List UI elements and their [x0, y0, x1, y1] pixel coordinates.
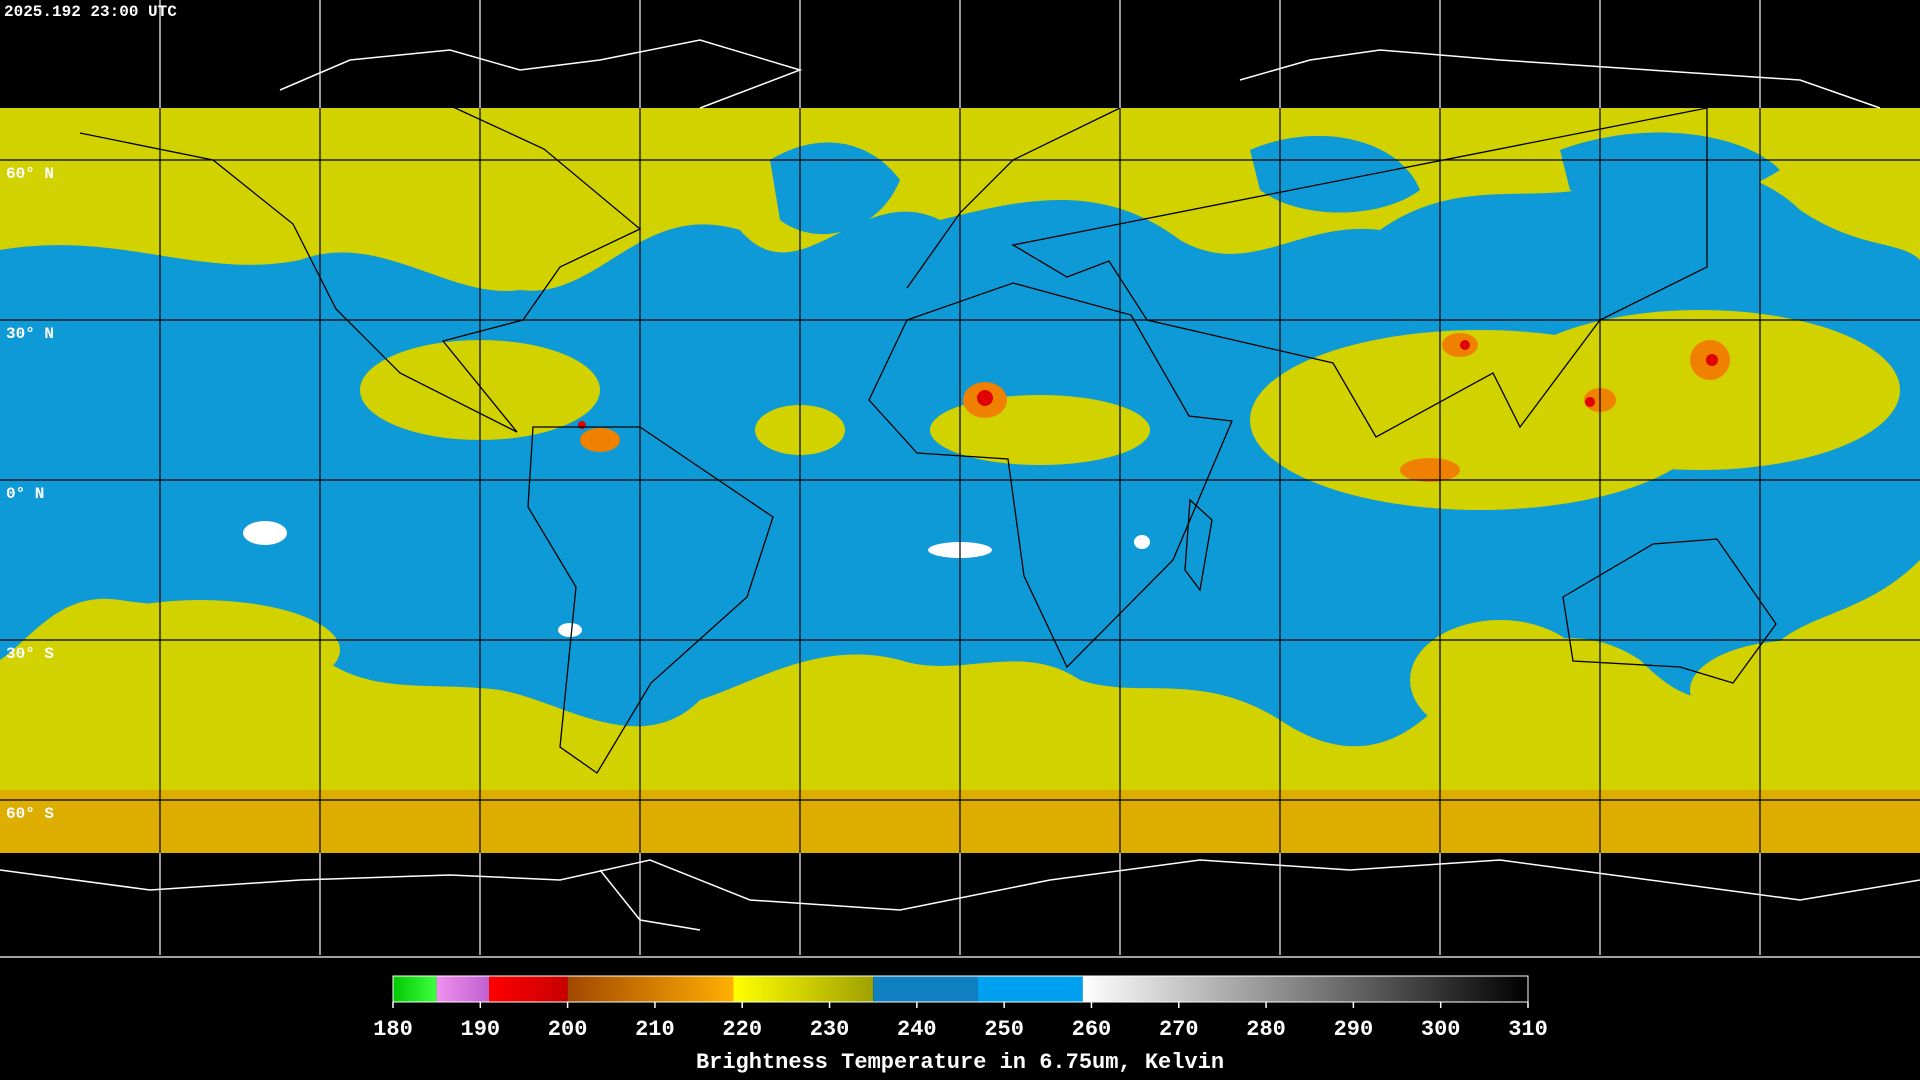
lat-label: 0° N: [6, 485, 44, 503]
colorbar-segment: [393, 976, 437, 1002]
colorbar-tick-label: 200: [548, 1017, 588, 1042]
colorbar-tick-label: 190: [461, 1017, 501, 1042]
graticule: [0, 0, 1920, 958]
colorbar-tick-label: 310: [1508, 1017, 1548, 1042]
colorbar-tick-label: 210: [635, 1017, 675, 1042]
colorbar-border: [392, 975, 1529, 1003]
colorbar-segment: [567, 976, 734, 1002]
lat-labels: 60° N 30° N 0° N 30° S 60° S: [6, 165, 54, 823]
very-cold-tops: [578, 340, 1718, 429]
lat-label: 60° N: [6, 165, 54, 183]
colorbar-tick-label: 280: [1246, 1017, 1286, 1042]
lat-label: 60° S: [6, 805, 54, 823]
colorbar-label: Brightness Temperature in 6.75um, Kelvin: [696, 1050, 1224, 1075]
lat-label: 30° S: [6, 645, 54, 663]
colorbar-segment: [436, 976, 490, 1002]
colorbar-tick-label: 180: [373, 1017, 413, 1042]
colorbar-tick-label: 230: [810, 1017, 850, 1042]
colorbar-segment: [977, 976, 1083, 1002]
colorbar-tick-label: 260: [1072, 1017, 1112, 1042]
colorbar-tick-label: 290: [1334, 1017, 1374, 1042]
colorbar-segment: [873, 976, 978, 1002]
colorbar-segment: [489, 976, 568, 1002]
lat-label: 30° N: [6, 325, 54, 343]
colorbar-segment: [733, 976, 874, 1002]
blue-region: [770, 142, 900, 235]
colorbar-tick-label: 300: [1421, 1017, 1461, 1042]
map: [0, 0, 1920, 958]
timestamp: 2025.192 23:00 UTC: [4, 3, 177, 21]
colorbar: 180 190 200 210 220 230 240 250 260 270 280 290 300 3…: [373, 975, 1548, 1042]
colorbar-segment: [1082, 976, 1528, 1002]
blue-region: [1250, 135, 1420, 213]
colorbar-tick-label: 250: [984, 1017, 1024, 1042]
blue-region: [1560, 132, 1780, 204]
colorbar-tick-label: 270: [1159, 1017, 1199, 1042]
colorbar-tick-label: 220: [722, 1017, 762, 1042]
colorbar-tick-label: 240: [897, 1017, 937, 1042]
